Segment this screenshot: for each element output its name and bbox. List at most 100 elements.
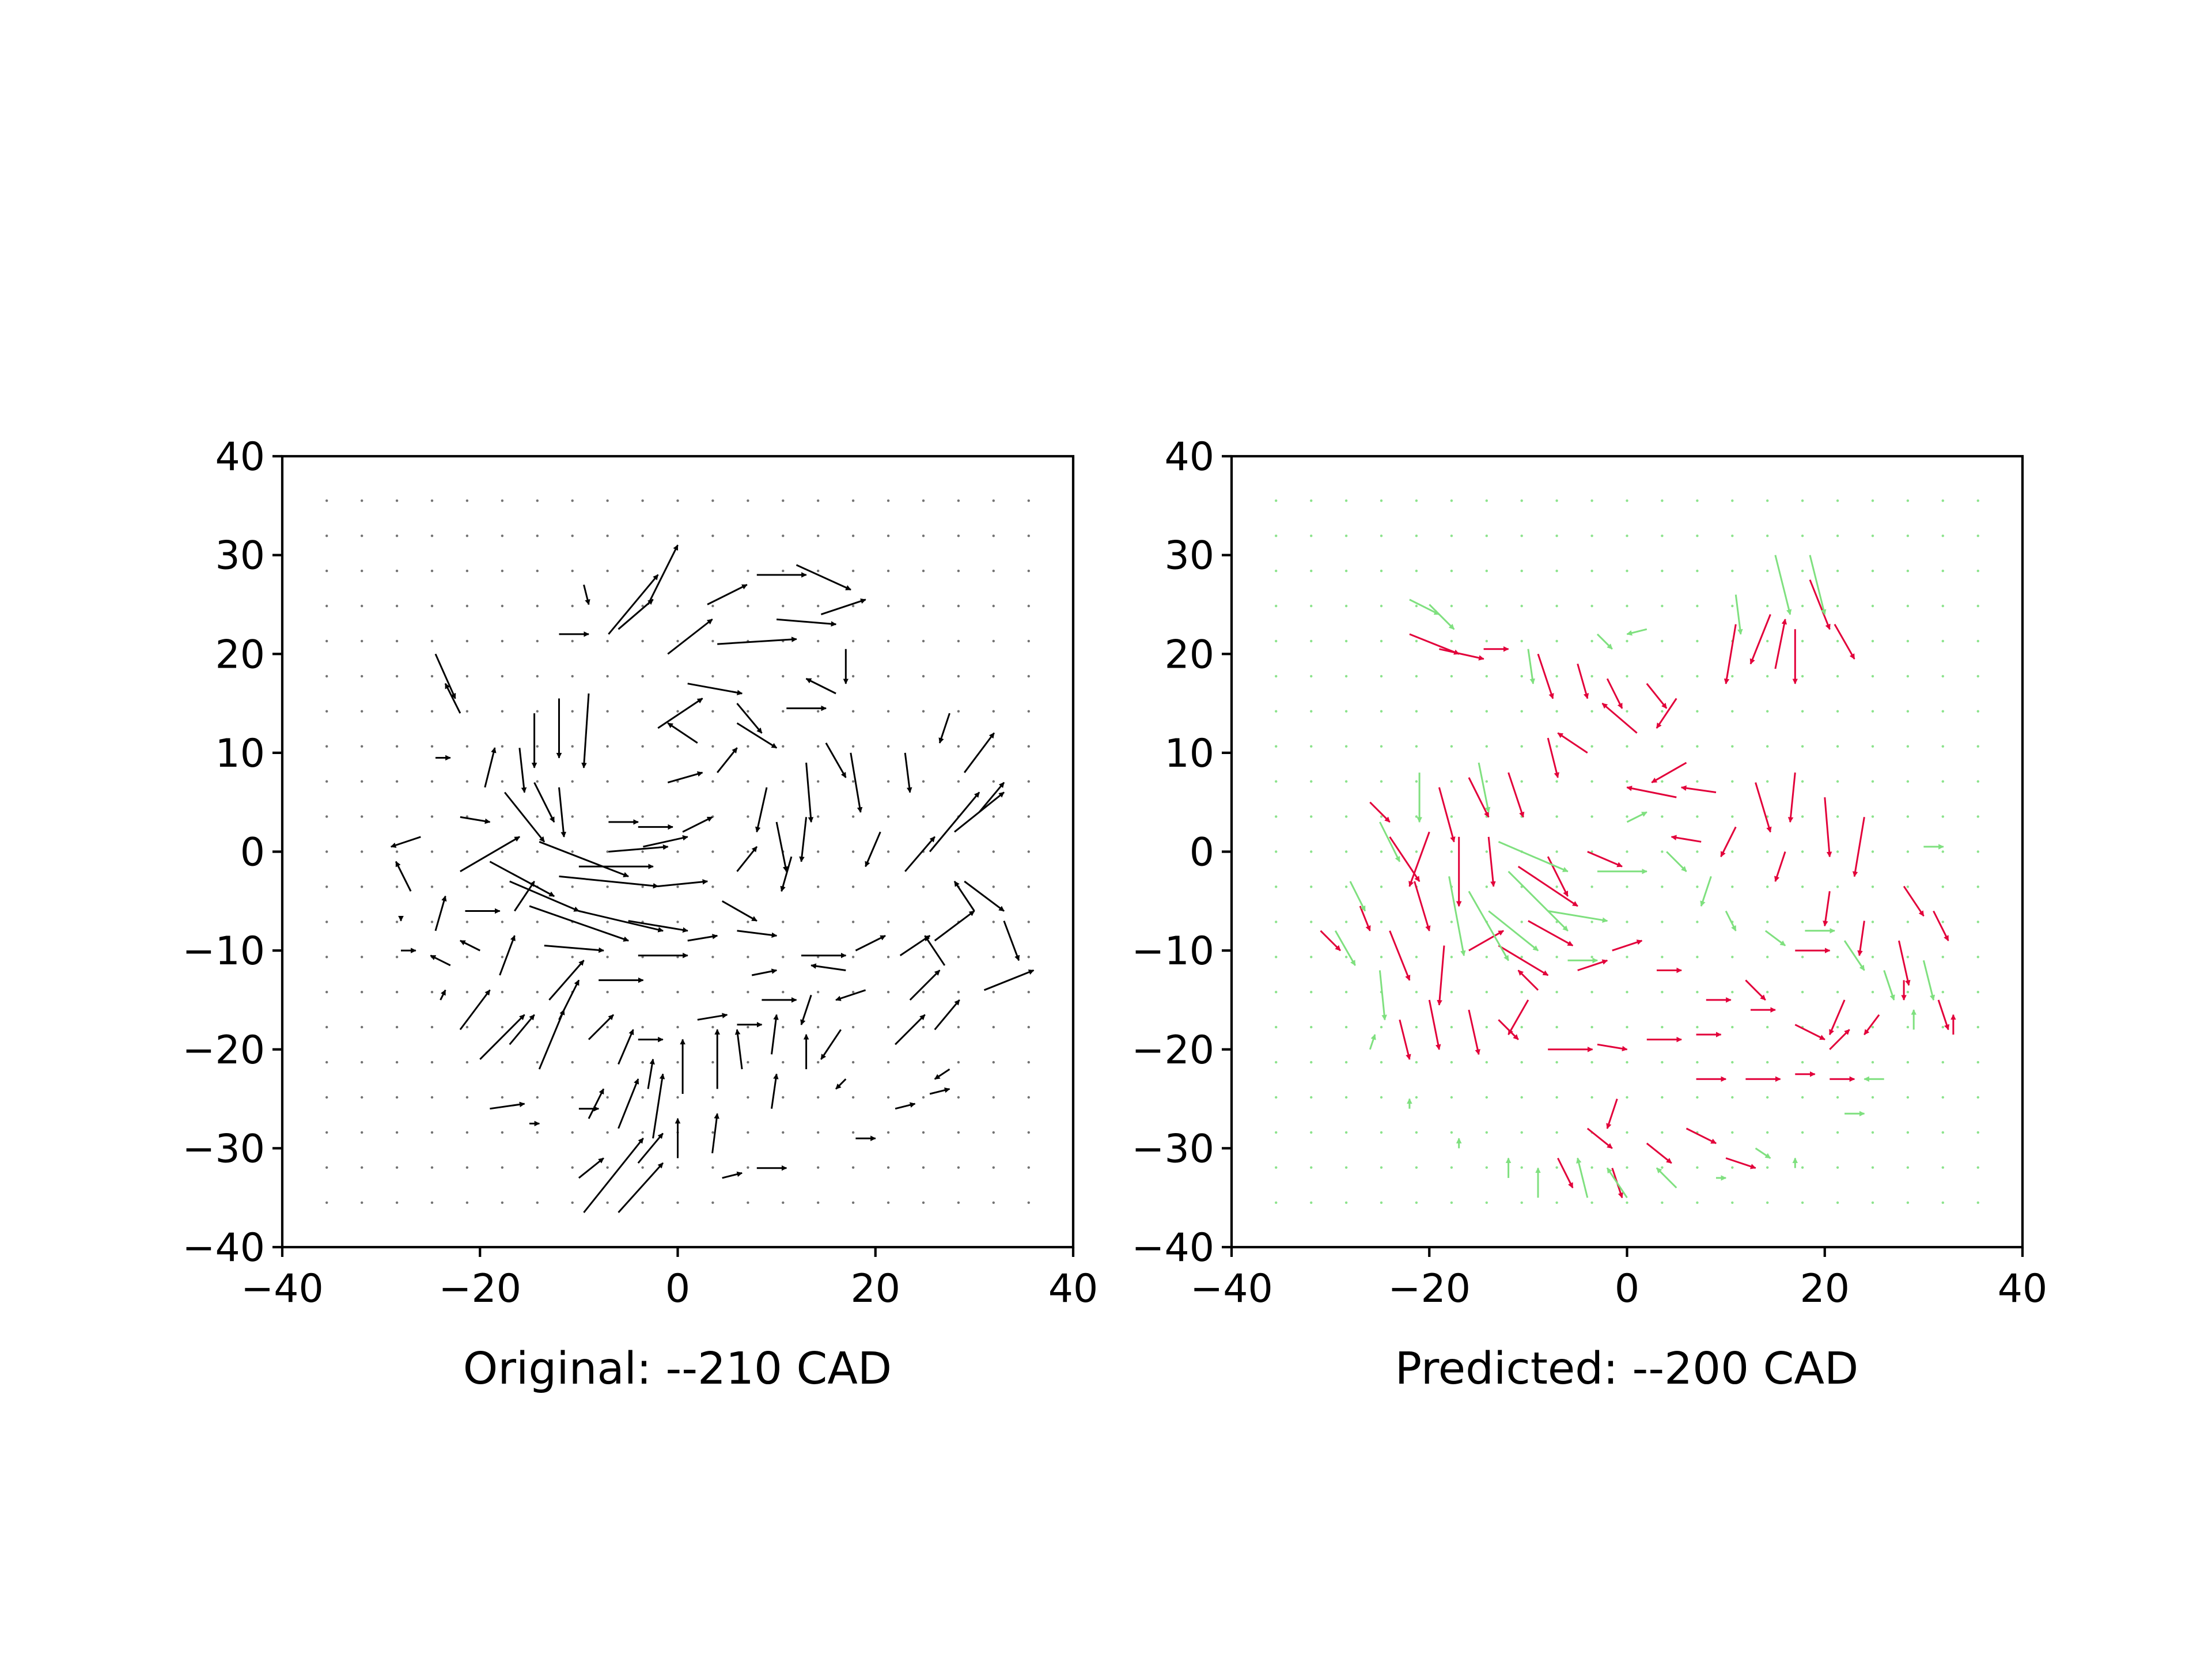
grid-dot [536, 956, 539, 959]
grid-dot [1344, 1096, 1348, 1099]
grid-dot [1344, 780, 1348, 783]
vector-arrow [1508, 999, 1529, 1035]
grid-dot [1836, 675, 1839, 678]
grid-dot [1731, 604, 1734, 608]
grid-dot [1415, 499, 1418, 502]
x-tick-label: 0 [1615, 1266, 1639, 1312]
grid-dot [430, 639, 434, 643]
vector-arrow [1498, 840, 1569, 873]
grid-dot [1766, 850, 1769, 853]
grid-dot [922, 1166, 925, 1169]
grid-dot [747, 535, 749, 537]
vector-arrow [1587, 851, 1623, 868]
grid-dot [606, 1060, 609, 1064]
grid-dot [711, 675, 714, 678]
grid-dot [851, 710, 855, 713]
grid-dot [430, 1166, 434, 1169]
grid-dot [1661, 745, 1664, 748]
vector-arrow [499, 935, 516, 976]
grid-dot [992, 745, 995, 748]
grid-dot [641, 815, 644, 818]
grid-dot [465, 850, 469, 853]
grid-dot [747, 780, 749, 783]
grid-dot [1941, 780, 1944, 783]
vector-arrow [1685, 1127, 1717, 1145]
grid-dot [1590, 745, 1593, 748]
grid-dot [1344, 885, 1348, 888]
grid-dot [1626, 675, 1628, 678]
vector-arrow [1612, 940, 1643, 952]
vector-arrow [855, 934, 886, 952]
left-vectors [390, 544, 1035, 1213]
grid-dot [1871, 1131, 1874, 1134]
grid-dot [395, 1166, 399, 1169]
grid-dot [501, 1060, 504, 1064]
vector-arrow [865, 831, 881, 868]
grid-dot [501, 921, 504, 923]
grid-dot [1941, 1060, 1944, 1064]
vector-arrow [1922, 960, 1936, 1001]
grid-dot [1976, 1025, 1979, 1029]
grid-dot [1590, 991, 1593, 994]
vector-arrow [658, 879, 709, 888]
grid-dot [361, 1201, 363, 1204]
grid-dot [1485, 499, 1488, 502]
grid-dot [782, 675, 785, 678]
grid-dot [1450, 675, 1453, 678]
grid-dot [1027, 710, 1031, 713]
grid-dot [817, 1166, 820, 1169]
vector-arrow [1651, 762, 1687, 783]
grid-dot [1344, 710, 1348, 713]
grid-dot [501, 1201, 504, 1204]
grid-dot [747, 569, 749, 573]
grid-dot [1485, 956, 1488, 959]
grid-dot [1485, 675, 1488, 678]
grid-dot [641, 1131, 644, 1134]
grid-dot [1906, 780, 1910, 783]
vector-arrow [1408, 831, 1430, 887]
grid-dot [1836, 604, 1839, 608]
grid-dot [747, 921, 749, 923]
vector-arrow [721, 900, 757, 922]
grid-dot [1766, 885, 1769, 888]
grid-dot [1871, 639, 1874, 643]
grid-dot [395, 1025, 399, 1029]
grid-dot [606, 745, 609, 748]
grid-dot [1836, 1166, 1839, 1169]
grid-dot [1275, 780, 1278, 783]
grid-dot [1450, 1025, 1453, 1029]
grid-dot [1555, 710, 1558, 713]
grid-dot [1344, 1131, 1348, 1134]
grid-dot [1555, 639, 1558, 643]
grid-dot [536, 499, 539, 502]
vector-arrow [647, 544, 679, 605]
grid-dot [395, 815, 399, 818]
grid-dot [1661, 675, 1664, 678]
grid-dot [430, 1025, 434, 1029]
grid-dot [361, 604, 363, 608]
grid-dot [1661, 850, 1664, 853]
grid-dot [1590, 815, 1593, 818]
grid-dot [1555, 499, 1558, 502]
vector-arrow [1601, 702, 1638, 734]
grid-dot [1344, 921, 1348, 923]
grid-dot [1027, 535, 1031, 537]
grid-dot [851, 956, 855, 959]
grid-dot [676, 1025, 679, 1029]
grid-dot [571, 956, 574, 959]
grid-dot [1275, 885, 1278, 888]
grid-dot [606, 815, 609, 818]
grid-dot [676, 499, 679, 502]
grid-dot [851, 535, 855, 537]
grid-dot [1275, 1096, 1278, 1099]
grid-dot [1871, 921, 1874, 923]
grid-dot [1906, 1096, 1910, 1099]
grid-dot [1696, 1166, 1699, 1169]
grid-dot [1555, 604, 1558, 608]
grid-dot [1415, 850, 1418, 853]
grid-dot [1380, 639, 1383, 643]
grid-dot [606, 639, 609, 643]
grid-dot [1344, 1201, 1348, 1204]
vector-arrow [1606, 1099, 1618, 1130]
grid-dot [817, 499, 820, 502]
